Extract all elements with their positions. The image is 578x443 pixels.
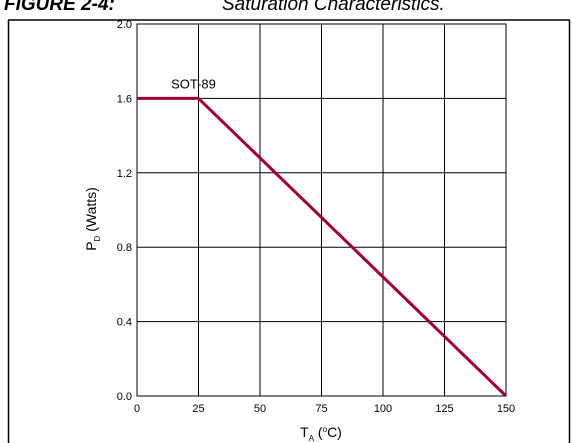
y-tick-label-0: 0.0	[117, 391, 132, 403]
x-axis-title-unit-open: (	[314, 424, 323, 440]
figure-title: Saturation Characteristics.	[222, 0, 445, 15]
y-tick-label-3: 1.2	[117, 168, 132, 180]
y-tick-label-4: 1.6	[117, 93, 132, 105]
y-axis-title-sub: D	[93, 235, 102, 241]
x-tick-label-6: 150	[497, 403, 515, 415]
x-tick-label-1: 25	[192, 403, 204, 415]
y-tick-label-5: 2.0	[117, 19, 132, 31]
series-layer	[137, 96, 508, 398]
x-tick-label-5: 125	[435, 403, 453, 415]
x-axis-title-degree: o	[323, 425, 328, 434]
plot-area	[136, 23, 507, 397]
y-tick-label-2: 0.8	[117, 242, 132, 254]
y-axis-title-main: P	[83, 241, 99, 250]
y-axis-title-unit: (Watts)	[83, 187, 99, 235]
x-axis-title-sub: A	[309, 434, 315, 443]
x-tick-label-4: 100	[374, 403, 392, 415]
y-tick-label-1: 0.4	[117, 317, 132, 329]
plot-border	[136, 23, 507, 397]
series-annotation: SOT-89	[171, 76, 216, 91]
series-line-0	[137, 96, 508, 398]
x-tick-labels: 0 25 50 75 100 125 150	[134, 403, 515, 415]
x-axis-title-unit-close: C)	[327, 424, 342, 440]
x-tick-label-3: 75	[315, 403, 327, 415]
x-axis-title-main: T	[300, 424, 309, 440]
y-axis-title: PD (Watts)	[83, 187, 102, 251]
figure-label: FIGURE 2-4:	[4, 0, 115, 15]
y-tick-labels: 0.0 0.4 0.8 1.2 1.6 2.0	[117, 19, 132, 403]
x-axis-title: TA (oC)	[300, 424, 342, 443]
x-tick-label-2: 50	[254, 403, 266, 415]
x-tick-label-0: 0	[134, 403, 140, 415]
figure-caption: FIGURE 2-4: Saturation Characteristics.	[0, 0, 578, 20]
